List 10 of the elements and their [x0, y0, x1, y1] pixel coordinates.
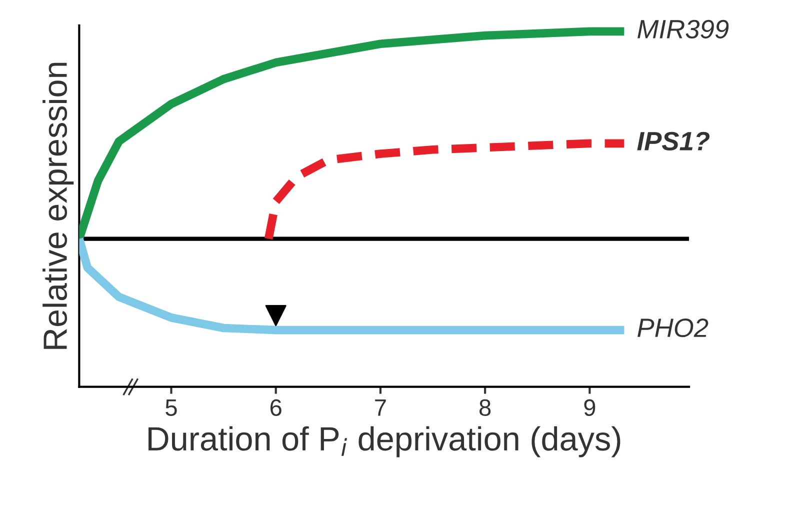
x-axis-title: Duration of P$_{i}$ deprivation (days): [148, 426, 620, 458]
x-tick-label: 9: [584, 399, 596, 416]
series-label: PHO2: [638, 318, 708, 338]
x-tick-label: 8: [480, 399, 491, 416]
x-tick-label: 7: [375, 400, 386, 416]
x-tick-label: 5: [166, 400, 177, 416]
x-tick-label: 6: [270, 399, 282, 416]
series-label: IPS1?: [637, 132, 710, 151]
y-axis-title: Relative expression: [42, 62, 74, 349]
series-label: MIR399: [638, 20, 729, 39]
